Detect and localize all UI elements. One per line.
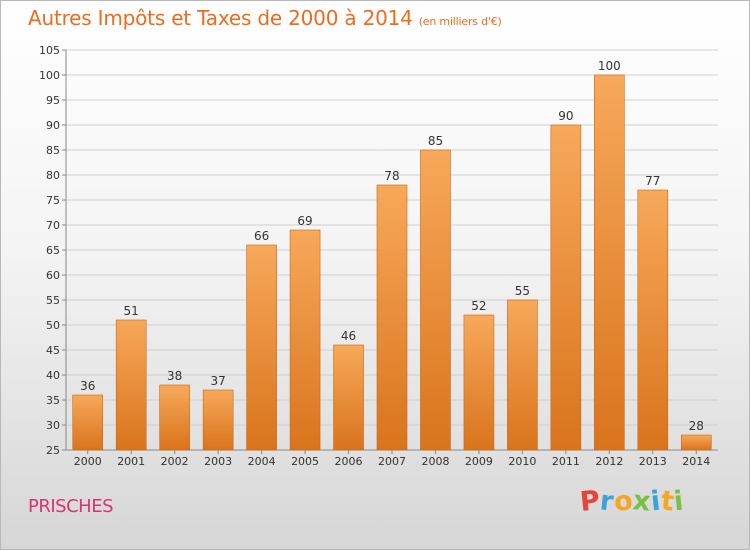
y-tick-label: 55: [46, 294, 60, 307]
bar-2010: [507, 299, 538, 451]
x-tick-label-2008: 2008: [421, 455, 449, 468]
bar-2000: [72, 394, 104, 451]
x-tick-label-2009: 2009: [465, 455, 493, 468]
y-tick-label: 25: [46, 444, 60, 457]
data-label-2011: 90: [558, 109, 573, 123]
y-tick-label: 100: [39, 69, 60, 82]
y-tick-label: 80: [46, 169, 60, 182]
bar-2004: [246, 244, 277, 451]
y-tick-label: 75: [46, 194, 60, 207]
data-label-2006: 46: [341, 329, 356, 343]
data-label-2007: 78: [384, 169, 399, 183]
x-tick-label-2011: 2011: [552, 455, 580, 468]
y-tick-label: 30: [46, 419, 60, 432]
bar-2014: [680, 434, 712, 451]
data-label-2002: 38: [167, 369, 182, 383]
x-tick-label-2012: 2012: [595, 455, 623, 468]
x-tick-label-2005: 2005: [291, 455, 319, 468]
x-tick-label-2001: 2001: [117, 455, 145, 468]
bars: [72, 74, 712, 451]
y-tick-label: 70: [46, 219, 60, 232]
logo-letter: i: [672, 485, 686, 518]
chart-unit: (en milliers d'€): [418, 15, 502, 28]
x-tick-label-2007: 2007: [378, 455, 406, 468]
bar-2009: [463, 314, 495, 451]
x-tick-label-2000: 2000: [74, 455, 102, 468]
bar-2013: [637, 189, 669, 451]
data-label-2003: 37: [210, 374, 225, 388]
data-label-2005: 69: [297, 214, 312, 228]
y-tick-label: 90: [46, 119, 60, 132]
bar-2006: [333, 344, 364, 451]
x-tick-label-2014: 2014: [682, 455, 710, 468]
commune-name: PRISCHES: [28, 496, 114, 517]
bar-2008: [420, 149, 451, 451]
y-tick-label: 35: [46, 394, 60, 407]
data-label-2000: 36: [80, 379, 95, 393]
x-tick-label-2004: 2004: [248, 455, 276, 468]
y-tick-label: 40: [46, 369, 60, 382]
y-tick-label: 45: [46, 344, 60, 357]
chart-title: Autres Impôts et Taxes de 2000 à 2014 (en…: [28, 6, 502, 30]
bar-2002: [159, 384, 190, 451]
data-label-2009: 52: [471, 299, 486, 313]
x-tick-labels: 2000 2001 2002 2003 2004 2005 2006 2007 2008 2009…: [74, 455, 711, 468]
bar-2001: [115, 319, 147, 451]
x-tick-label-2006: 2006: [335, 455, 363, 468]
x-tick-label-2013: 2013: [639, 455, 667, 468]
data-label-2014: 28: [689, 419, 704, 433]
y-tick-label: 50: [46, 319, 60, 332]
chart-title-text: Autres Impôts et Taxes de 2000 à 2014: [28, 6, 413, 30]
data-label-2013: 77: [645, 174, 660, 188]
x-tick-label-2002: 2002: [161, 455, 189, 468]
y-tick-label: 60: [46, 269, 60, 282]
data-label-2004: 66: [254, 229, 269, 243]
bar-2005: [289, 229, 321, 451]
y-tick-labels: 25 30 35 40 45 50 55 60 65 70 75 80 85 90 95 100 105: [39, 44, 60, 457]
bar-2012: [594, 74, 625, 451]
data-label-2001: 51: [124, 304, 139, 318]
bar-2007: [376, 184, 408, 451]
proxiti-logo: Proxiti: [578, 485, 686, 518]
x-tick-label-2010: 2010: [508, 455, 536, 468]
y-tick-label: 95: [46, 94, 60, 107]
bar-2003: [202, 389, 234, 451]
y-tick-label: 105: [39, 44, 60, 57]
y-tick-label: 65: [46, 244, 60, 257]
y-tick-label: 85: [46, 144, 60, 157]
data-label-2012: 100: [598, 59, 621, 73]
x-tick-label-2003: 2003: [204, 455, 232, 468]
data-label-2008: 85: [428, 134, 443, 148]
bar-2011: [550, 124, 582, 451]
data-labels: 36 51 38 37 66 69 46 78 85 52 55 90 100 77 28: [80, 59, 704, 433]
data-label-2010: 55: [515, 284, 530, 298]
